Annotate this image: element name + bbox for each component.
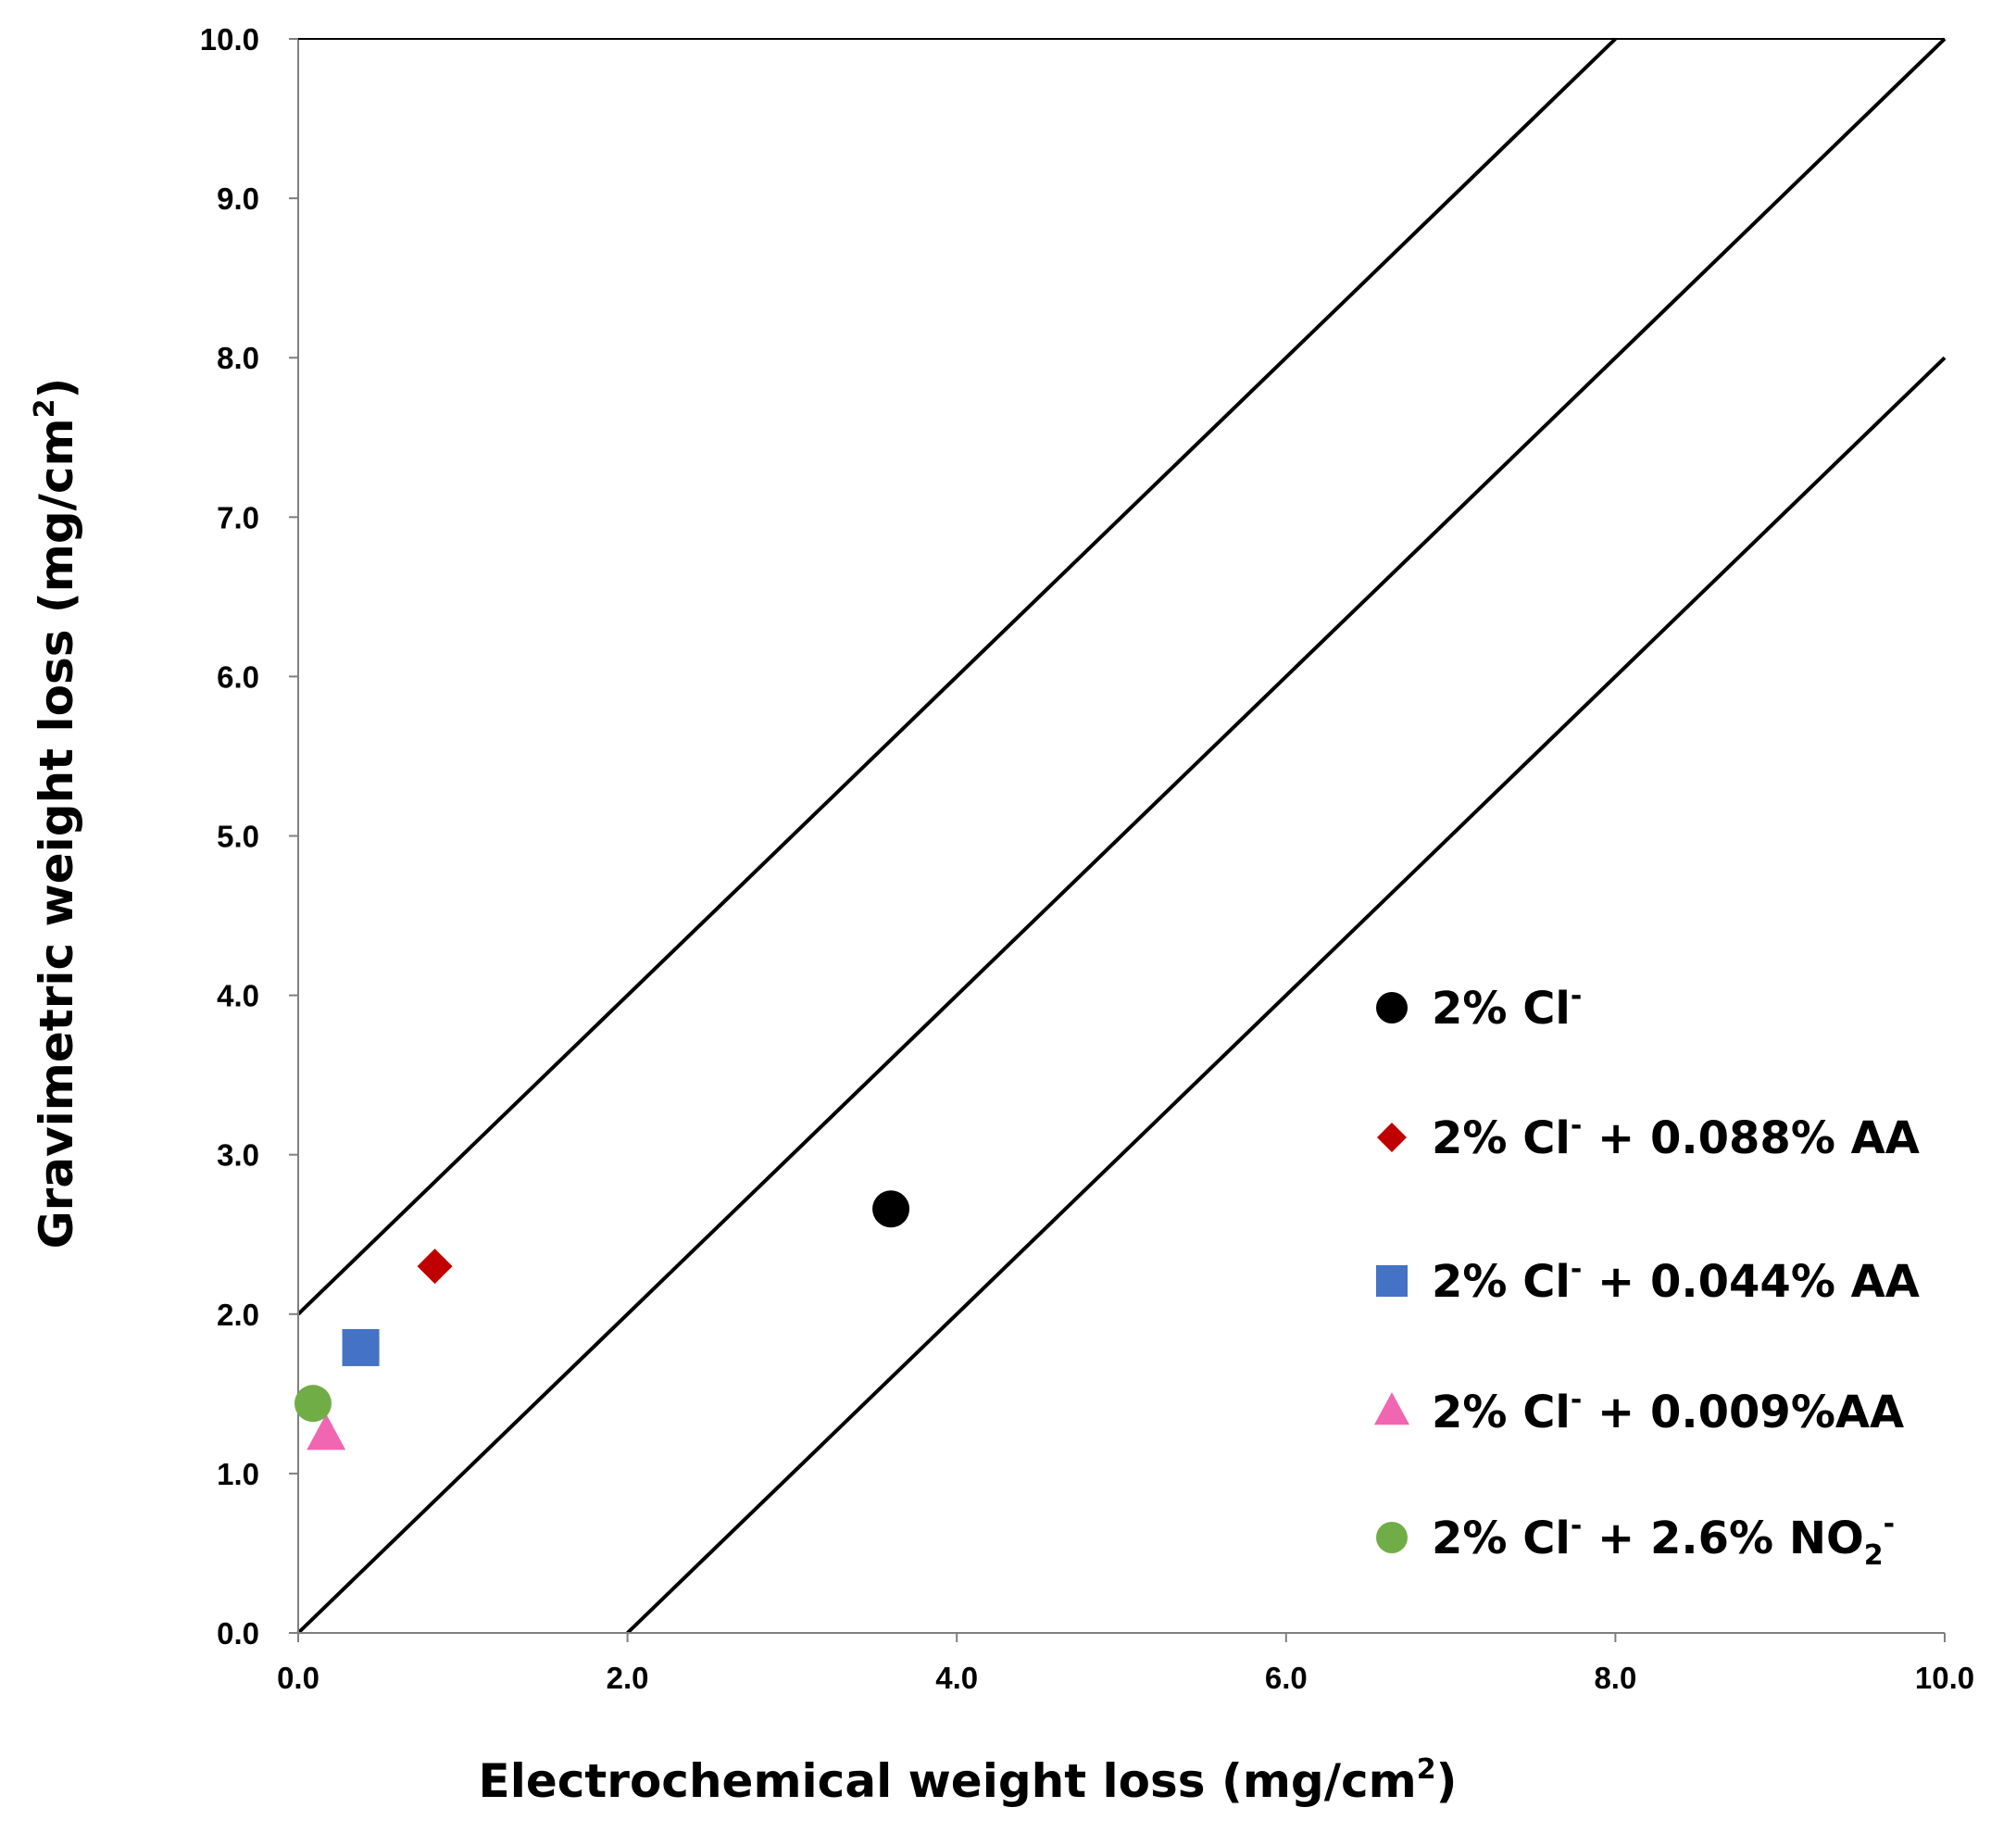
y-axis-ticks: 0.0 1.0 2.0 3.0 4.0 5.0 6.0 7.0 8.0 9.0 10.0 <box>200 22 298 1651</box>
legend-marker-2 <box>1377 1123 1407 1152</box>
data-point-series-2 <box>417 1249 453 1285</box>
legend-marker-4 <box>1374 1392 1409 1425</box>
y-tick-label: 9.0 <box>217 182 259 216</box>
data-point-series-4 <box>307 1413 346 1450</box>
x-tick-label: 8.0 <box>1594 1661 1636 1695</box>
x-tick-label: 2.0 <box>607 1661 649 1695</box>
legend-label-1: 2% Cl- <box>1432 980 1582 1035</box>
y-tick-label: 1.0 <box>217 1457 259 1491</box>
y-axis-title: Gravimetric weight loss (mg/cm2) <box>29 378 83 1249</box>
data-point-series-1 <box>872 1190 910 1228</box>
y-tick-label: 10.0 <box>200 22 259 56</box>
x-axis-title: Electrochemical weight loss (mg/cm2) <box>479 1753 1458 1808</box>
y-tick-label: 2.0 <box>217 1298 259 1332</box>
y-tick-label: 8.0 <box>217 341 259 375</box>
x-tick-label: 10.0 <box>1915 1661 1974 1695</box>
legend: 2% Cl- 2% Cl- + 0.088% AA 2% Cl- + 0.044% … <box>1374 980 1920 1572</box>
legend-marker-3 <box>1376 1265 1408 1297</box>
legend-label-2: 2% Cl- + 0.088% AA <box>1432 1110 1920 1164</box>
y-tick-label: 4.0 <box>217 979 259 1013</box>
x-tick-label: 0.0 <box>277 1661 319 1695</box>
legend-label-5: 2% Cl- + 2.6% NO2- <box>1432 1508 1895 1572</box>
y-tick-label: 5.0 <box>217 820 259 854</box>
reference-line-1 <box>296 37 1617 1316</box>
x-tick-label: 6.0 <box>1265 1661 1308 1695</box>
legend-label-4: 2% Cl- + 0.009%AA <box>1432 1384 1904 1438</box>
reference-line-3 <box>626 356 1947 1635</box>
legend-label-3: 2% Cl- + 0.044% AA <box>1432 1253 1920 1308</box>
x-axis-ticks: 0.0 2.0 4.0 6.0 8.0 10.0 <box>277 1633 1974 1695</box>
data-point-series-5 <box>294 1385 332 1423</box>
y-tick-label: 0.0 <box>217 1616 259 1651</box>
y-tick-label: 6.0 <box>217 659 259 694</box>
data-point-series-3 <box>342 1328 380 1366</box>
reference-line-2 <box>296 37 1947 1635</box>
y-tick-label: 7.0 <box>217 500 259 534</box>
reference-lines <box>296 37 1947 1635</box>
legend-marker-5 <box>1376 1522 1408 1553</box>
x-tick-label: 4.0 <box>935 1661 978 1695</box>
legend-marker-1 <box>1376 992 1408 1023</box>
y-tick-label: 3.0 <box>217 1138 259 1173</box>
data-points <box>294 1190 910 1450</box>
